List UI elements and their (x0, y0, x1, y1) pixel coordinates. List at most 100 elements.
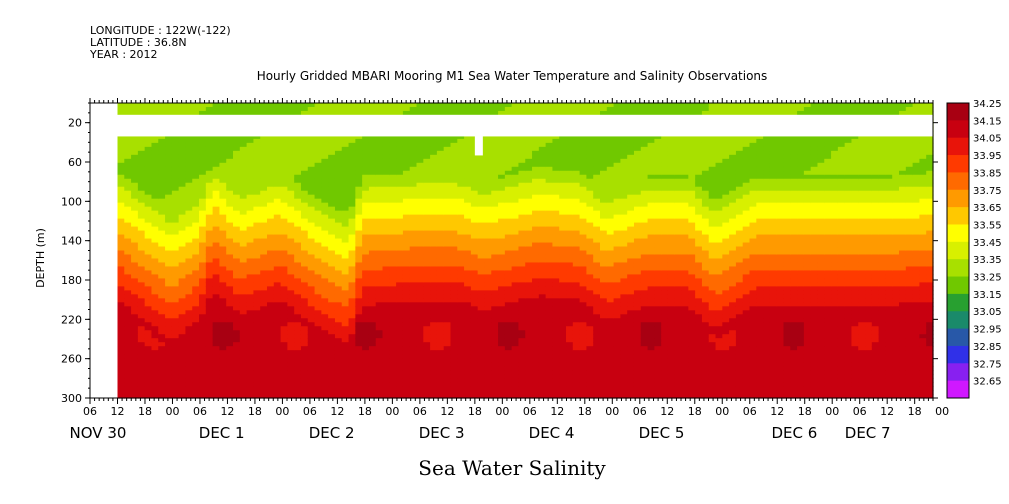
salinity-cell (491, 298, 499, 303)
salinity-cell (144, 154, 153, 160)
salinity-cell (341, 370, 350, 375)
salinity-cell (124, 138, 132, 144)
salinity-cell (525, 150, 533, 156)
salinity-cell (321, 262, 329, 268)
salinity-cell (246, 346, 255, 351)
salinity-cell (566, 103, 574, 108)
salinity-cell (559, 250, 567, 256)
salinity-cell (131, 290, 139, 295)
salinity-cell (368, 134, 377, 140)
salinity-cell (144, 150, 153, 156)
salinity-cell (525, 258, 533, 264)
salinity-cell (518, 170, 526, 176)
salinity-cell (362, 210, 370, 216)
salinity-cell (334, 134, 343, 140)
salinity-cell (498, 298, 506, 303)
salinity-cell (559, 206, 567, 212)
salinity-cell (287, 350, 295, 355)
salinity-cell (280, 103, 288, 108)
salinity-cell (165, 334, 173, 339)
salinity-cell (226, 210, 234, 216)
salinity-cell (430, 234, 438, 240)
salinity-cell (185, 182, 193, 188)
salinity-cell (382, 218, 390, 224)
salinity-cell (552, 346, 560, 351)
salinity-cell (246, 254, 255, 260)
salinity-cell (464, 174, 472, 180)
salinity-cell (409, 326, 418, 331)
salinity-cell (246, 302, 255, 307)
salinity-cell (423, 298, 431, 303)
salinity-cell (239, 322, 248, 327)
salinity-cell (470, 150, 479, 156)
salinity-cell (491, 254, 499, 260)
salinity-cell (185, 206, 193, 212)
salinity-cell (239, 346, 248, 351)
salinity-cell (504, 170, 513, 176)
salinity-cell (239, 242, 248, 248)
salinity-cell (348, 250, 356, 256)
salinity-cell (375, 146, 384, 152)
salinity-cell (498, 342, 506, 347)
salinity-cell (477, 354, 486, 359)
salinity-cell (239, 286, 248, 291)
salinity-cell (287, 258, 295, 264)
salinity-cell (273, 386, 282, 391)
salinity-cell (171, 202, 180, 208)
salinity-cell (348, 238, 356, 244)
salinity-cell (559, 386, 567, 391)
salinity-cell (233, 370, 241, 375)
salinity-cell (457, 330, 465, 335)
salinity-cell (239, 146, 248, 152)
salinity-cell (368, 234, 377, 240)
salinity-cell (273, 338, 282, 343)
salinity-cell (436, 278, 445, 283)
salinity-cell (171, 318, 180, 323)
salinity-cell (144, 182, 153, 188)
salinity-cell (477, 394, 486, 399)
salinity-cell (389, 378, 397, 383)
salinity-cell (219, 382, 227, 387)
salinity-cell (280, 346, 288, 351)
salinity-cell (165, 326, 173, 331)
salinity-cell (246, 218, 255, 224)
salinity-cell (117, 162, 125, 168)
salinity-cell (402, 174, 411, 180)
salinity-cell (219, 314, 227, 319)
salinity-cell (158, 302, 166, 307)
salinity-cell (545, 206, 554, 212)
salinity-cell (144, 226, 153, 232)
salinity-cell (226, 250, 234, 256)
salinity-cell (239, 254, 248, 260)
salinity-cell (226, 150, 234, 156)
salinity-cell (205, 154, 214, 160)
salinity-cell (294, 190, 302, 196)
salinity-cell (355, 270, 363, 276)
salinity-cell (572, 206, 581, 212)
salinity-cell (287, 190, 295, 196)
salinity-cell (396, 206, 404, 212)
salinity-cell (137, 110, 146, 116)
salinity-cell (566, 218, 574, 224)
salinity-cell (137, 378, 146, 383)
salinity-cell (389, 206, 397, 212)
salinity-cell (158, 330, 166, 335)
salinity-cell (260, 138, 268, 144)
salinity-cell (348, 350, 356, 355)
salinity-cell (260, 158, 268, 164)
salinity-cell (545, 346, 554, 351)
salinity-cell (498, 330, 506, 335)
salinity-cell (158, 202, 166, 208)
salinity-cell (137, 270, 146, 276)
salinity-cell (185, 306, 193, 311)
salinity-cell (504, 250, 513, 256)
salinity-cell (355, 150, 363, 156)
salinity-cell (382, 210, 390, 216)
salinity-cell (199, 362, 207, 367)
salinity-cell (267, 162, 275, 168)
salinity-cell (532, 110, 540, 116)
salinity-cell (165, 186, 173, 192)
salinity-cell (457, 234, 465, 240)
salinity-cell (287, 394, 295, 399)
salinity-cell (491, 390, 499, 395)
